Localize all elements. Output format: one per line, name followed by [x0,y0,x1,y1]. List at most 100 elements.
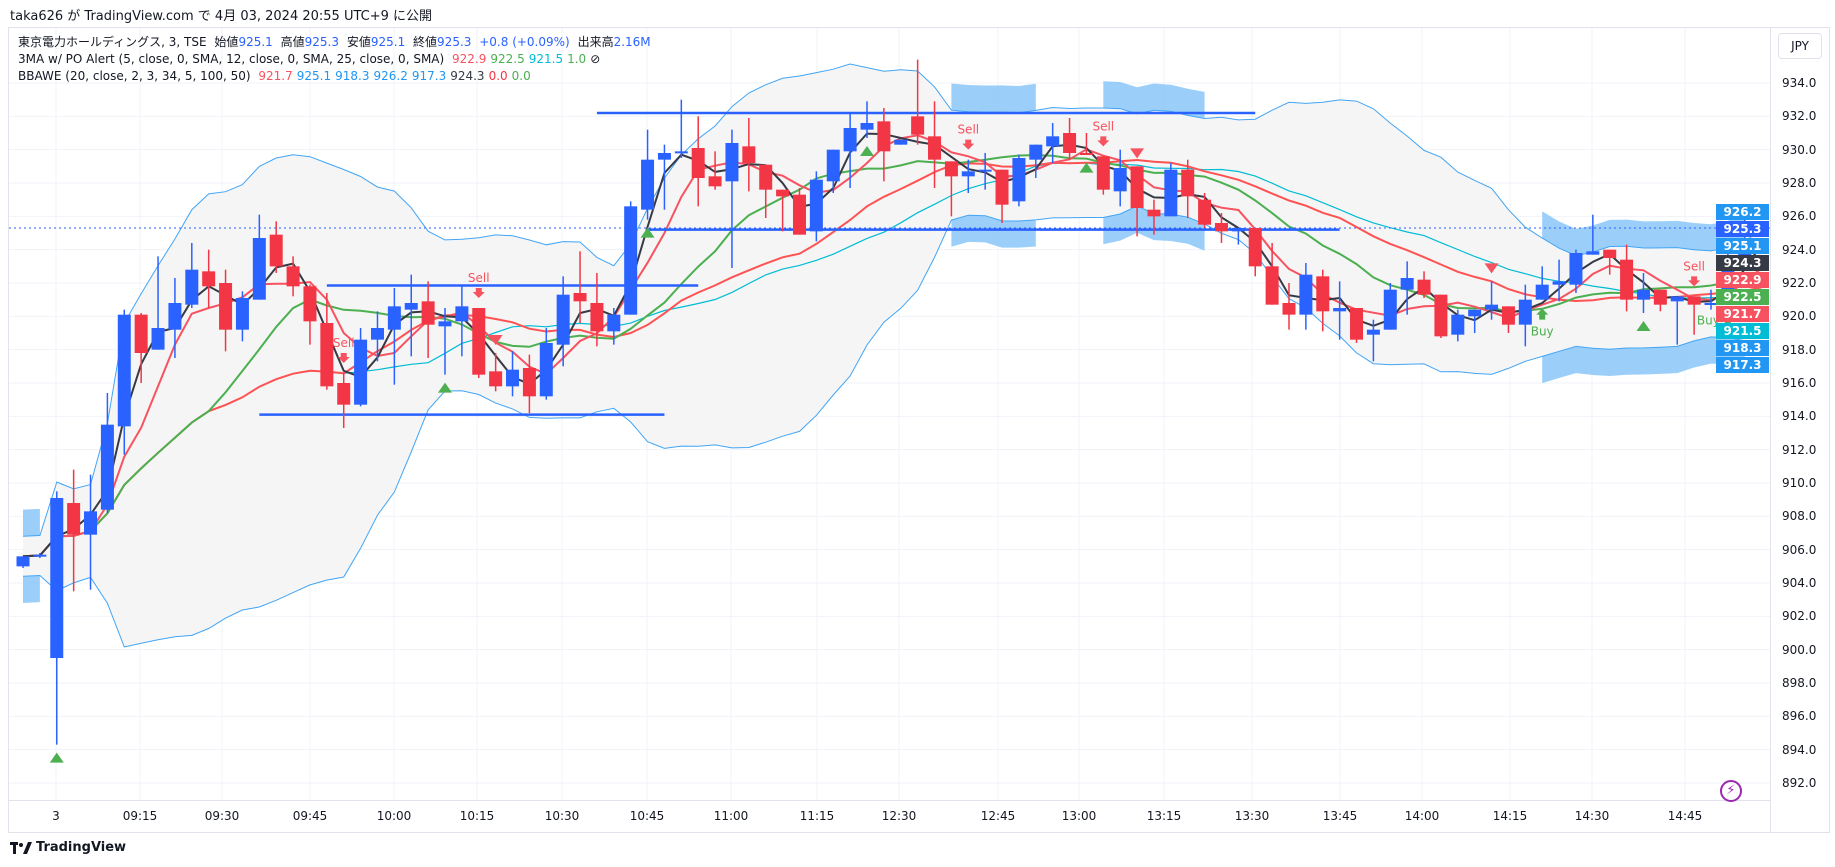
indicator-value: 1.0 [567,52,587,66]
candle-body [1079,153,1093,156]
time-tick-label: 13:30 [1234,809,1270,823]
candle-body [742,146,756,164]
candle [1113,149,1127,207]
sell-label: Sell [333,336,355,350]
candle [674,99,688,159]
price-tag: 925.1 [1716,238,1769,254]
time-axis-divider [9,800,1770,801]
candle-body [1231,228,1245,232]
candle-body [1535,284,1549,300]
price-tag: 918.3 [1716,340,1769,356]
time-tick-label: 11:15 [799,809,835,823]
candle-body [404,303,418,310]
candle [168,278,182,359]
tradingview-logo[interactable]: TradingView [10,840,126,855]
candle [1350,308,1364,344]
candle [539,328,553,400]
indicator-value: 917.3 [411,69,447,83]
candle [641,129,655,220]
open-value: 925.1 [238,35,273,49]
candle [1316,269,1330,332]
candle [1029,144,1043,179]
price-tick-label: 920.0 [1782,309,1817,324]
candle-body [1704,303,1718,306]
candle [151,256,165,350]
plot-area: Sell Sell Sell Sell Sell Buy Buy [9,28,1770,800]
price-tag: 917.3 [1716,357,1769,373]
candle-body [506,369,520,387]
candle [1400,261,1414,315]
buy-label: Buy [1697,314,1720,328]
candle [387,288,401,385]
candle [1501,306,1515,334]
candle [489,353,503,392]
footer-brand: TradingView [36,840,127,855]
candle-body [1501,306,1515,325]
candle-body [1636,289,1650,300]
indicator-value: 921.5 [528,52,564,66]
bearish-triangle-icon [488,335,503,346]
candle-body [1451,314,1465,335]
candle-body [792,194,806,235]
candle [33,553,47,559]
time-tick-label: 10:45 [629,809,665,823]
candle-body [1299,274,1313,315]
lightning-icon[interactable]: ⚡ [1720,780,1742,802]
candle [1653,289,1667,312]
candle-body [944,161,958,177]
candle-body [522,368,536,397]
legend-ma-indicator[interactable]: 3MA w/ PO Alert (5, close, 0, SMA, 12, c… [18,51,655,68]
candle-body [843,128,857,152]
candle-body [117,314,131,427]
candle-body [1366,329,1380,335]
candle-body [16,556,30,567]
candle-body [337,383,351,405]
candle [894,139,908,145]
tradingview-logo-icon [10,841,32,854]
candle-body [877,121,891,152]
price-tag: 926.2 [1716,204,1769,220]
currency-button[interactable]: JPY [1778,33,1822,59]
candle [1265,243,1279,305]
candle-body [590,303,604,332]
bullish-triangle-icon [49,752,64,763]
change-value: +0.8 (+0.09%) [479,35,570,49]
time-tick-label: 14:30 [1574,809,1610,823]
candle [1552,259,1566,302]
candle-body [1096,156,1110,190]
candle-body [387,306,401,330]
candle-body [1687,296,1701,305]
candle-body [219,283,233,330]
candle [185,243,199,309]
price-tick-label: 916.0 [1782,376,1817,390]
candle-body [100,424,114,510]
price-tick-label: 912.0 [1782,442,1817,457]
indicator-value: 924.3 [450,69,485,83]
candle-body [84,511,98,535]
bullish-triangle-icon [1079,162,1094,173]
squeeze-zone-lower [951,215,1036,248]
candle [1535,266,1549,300]
candle [320,293,334,390]
candle [1063,118,1077,160]
candle [691,116,705,207]
candle [1198,193,1212,229]
price-tick-label: 900.0 [1782,642,1817,657]
time-tick-label: 12:30 [881,809,917,823]
candle-body [1434,294,1448,337]
candle [337,373,351,429]
candle [607,308,621,345]
candle-body [1333,308,1347,312]
candle [928,101,942,189]
candle [286,256,300,297]
candle [354,328,368,407]
legend-symbol-row[interactable]: 東京電力ホールディングス, 3, TSE 始値925.1 高値925.3 安値9… [18,34,655,51]
visibility-icon[interactable]: ⊘ [590,52,601,66]
price-tick-label: 906.0 [1782,542,1817,557]
candle [404,274,418,357]
legend-bbawe-indicator[interactable]: BBAWE (20, close, 2, 3, 34, 5, 100, 50) … [18,68,655,85]
candle [1417,271,1431,299]
candle [1366,319,1380,362]
candle-body [1569,253,1583,285]
